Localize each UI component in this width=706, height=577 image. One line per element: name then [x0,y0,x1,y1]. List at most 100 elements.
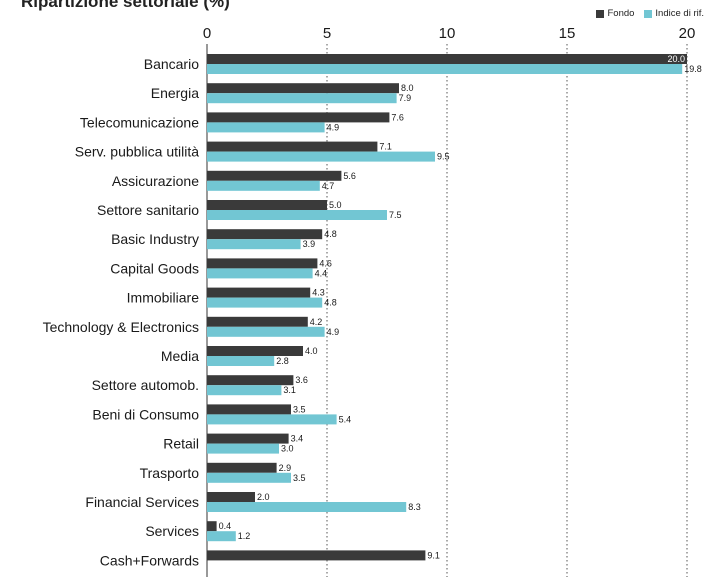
category-label: Cash+Forwards [100,552,199,568]
data-label-fondo: 8.0 [401,83,414,93]
data-label-fondo: 2.0 [257,492,270,502]
data-label-fondo: 4.6 [319,258,332,268]
data-label-fondo: 20.0 [667,54,685,64]
legend-label-indice: Indice di rif. [655,8,704,19]
data-label-fondo: 4.8 [324,229,337,239]
category-label: Trasporto [140,465,200,481]
category-label: Settore automob. [92,377,199,393]
x-tick-label-5: 5 [323,25,331,42]
bar-indice [207,239,301,250]
data-label-fondo: 4.0 [305,346,318,356]
legend-item-fondo: Fondo [596,8,634,19]
bar-indice [207,385,282,396]
data-label-indice: 3.9 [303,239,316,249]
category-label: Financial Services [85,494,199,510]
bar-fondo [207,550,426,561]
data-label-indice: 8.3 [408,502,421,512]
legend-swatch-fondo [596,9,605,18]
data-label-fondo: 3.5 [293,404,306,414]
legend: Fondo Indice di rif. [596,8,704,19]
bar-fondo [207,346,303,356]
x-tick-label-20: 20 [679,25,696,42]
category-label: Media [161,348,199,364]
category-label: Assicurazione [112,173,199,189]
bar-indice [207,472,291,483]
data-label-indice: 5.4 [339,414,352,424]
bar-indice [207,64,683,74]
category-label: Technology & Electronics [43,319,199,335]
bar-indice [207,326,325,337]
category-label: Settore sanitario [97,202,199,218]
bar-fondo [207,83,399,94]
bar-indice [207,268,313,279]
x-tick-label-10: 10 [439,25,456,42]
data-label-indice: 9.5 [437,152,450,162]
bar-fondo [207,433,289,444]
category-label: Services [145,523,199,539]
data-label-indice: 3.1 [283,385,296,395]
data-label-indice: 7.9 [399,93,412,103]
bar-fondo [207,492,255,502]
data-label-fondo: 7.6 [391,112,404,122]
bar-fondo [207,258,318,269]
chart-title: Ripartizione settoriale (%) [21,0,230,11]
legend-item-indice: Indice di rif. [644,8,704,19]
bar-fondo [207,521,217,532]
category-label: Basic Industry [111,231,199,247]
data-label-fondo: 5.0 [329,200,342,210]
data-label-fondo: 4.2 [310,317,323,327]
bar-indice [207,502,407,512]
category-label: Telecomunicazione [80,114,199,130]
data-label-fondo: 4.3 [312,288,325,298]
category-label: Bancario [144,56,199,72]
category-label: Energia [151,85,199,101]
category-label: Capital Goods [110,260,199,276]
data-label-indice: 19.8 [684,64,702,74]
bar-fondo [207,170,342,181]
legend-swatch-indice [644,9,653,18]
bar-indice [207,443,279,454]
data-label-fondo: 3.6 [295,375,308,385]
bar-fondo [207,316,308,327]
data-label-fondo: 3.4 [291,434,304,444]
bar-indice [207,356,275,366]
x-tick-label-0: 0 [203,25,211,42]
bar-fondo [207,54,687,64]
bar-indice [207,151,435,162]
data-label-fondo: 7.1 [379,142,392,152]
bar-fondo [207,229,323,240]
bar-fondo [207,200,327,210]
x-tick-label-15: 15 [559,25,576,42]
bar-fondo [207,462,277,473]
data-label-indice: 4.4 [315,268,328,278]
data-label-indice: 7.5 [389,210,402,220]
data-label-fondo: 0.4 [219,521,232,531]
bar-indice [207,180,320,191]
data-label-indice: 4.8 [324,298,337,308]
category-label: Immobiliare [127,290,200,306]
bar-indice [207,297,323,308]
bar-indice [207,531,236,542]
legend-label-fondo: Fondo [607,8,635,19]
data-label-fondo: 2.9 [279,463,292,473]
bar-indice [207,210,387,220]
bar-fondo [207,112,390,123]
data-label-indice: 4.7 [322,181,335,191]
data-label-fondo: 5.6 [343,171,356,181]
category-label: Retail [163,436,199,452]
data-label-indice: 4.9 [327,122,340,132]
data-label-indice: 2.8 [276,356,289,366]
data-label-fondo: 9.1 [427,550,440,560]
bar-fondo [207,404,291,415]
bar-indice [207,414,337,425]
bar-fondo [207,375,294,386]
bar-indice [207,93,397,104]
category-label: Beni di Consumo [92,406,199,422]
data-label-indice: 1.2 [238,531,251,541]
bar-fondo [207,141,378,152]
category-label: Serv. pubblica utilità [75,144,199,160]
data-label-indice: 3.5 [293,473,306,483]
data-label-indice: 3.0 [281,444,294,454]
data-label-indice: 4.9 [327,327,340,337]
